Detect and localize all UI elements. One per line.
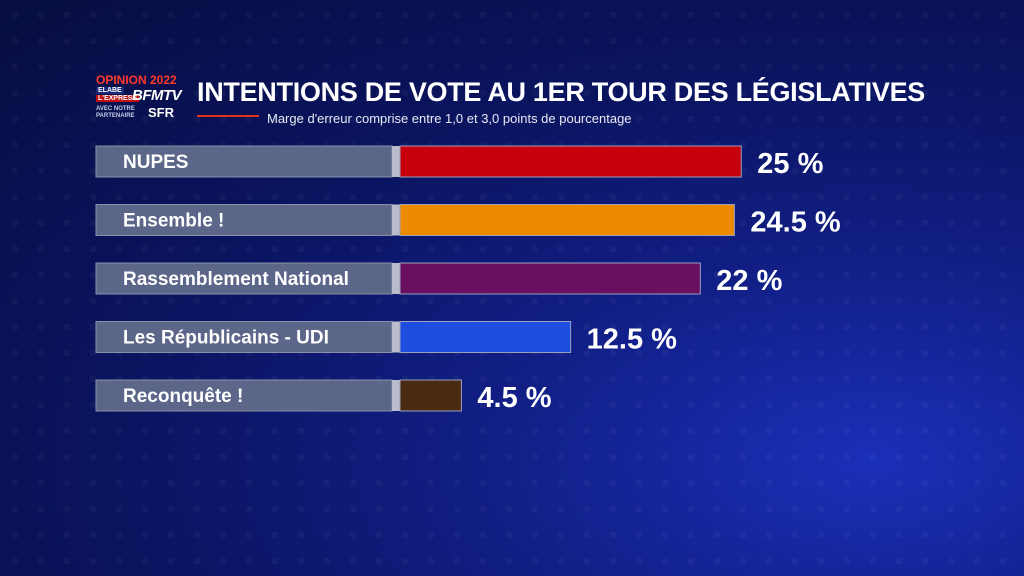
category-label-box [95,321,393,353]
category-label: Reconquête ! [123,386,243,407]
category-label: Ensemble ! [123,211,224,232]
category-label-box [95,204,393,236]
bar-separator [392,263,400,294]
bar-ensemble [399,204,735,236]
category-label: NUPES [123,152,188,173]
bar-separator [392,204,400,236]
logo-elabe-text: ELABE [96,87,124,94]
value-label: 22 % [716,265,782,297]
logo-express-text: L'EXPRESS [96,95,140,102]
value-label: 12.5 % [587,324,677,356]
bar-separator [392,321,400,353]
bar-row-ensemble: Ensemble ! 24.5 % [95,204,841,239]
category-label: Rassemblement National [123,269,349,290]
category-label-box [95,262,393,295]
category-label-box [95,379,393,412]
title-underline [197,115,259,117]
category-label-box [95,145,393,178]
chart-title: INTENTIONS DE VOTE AU 1ER TOUR DES LÉGIS… [197,77,925,107]
logo-sfr-text: SFR [148,105,174,120]
bar-rassemblement-national [399,262,701,295]
bar-separator [392,146,400,177]
bar-reconquete [399,379,462,412]
bar-row-les-republicains-udi: Les Républicains - UDI 12.5 % [95,321,677,356]
logo-opinion-text: OPINION 2022 [96,73,177,87]
value-label: 4.5 % [477,382,551,414]
category-label: Les Républicains - UDI [123,328,329,349]
bar-separator [392,380,400,411]
logo-bfmtv-text: BFMTV [132,87,182,104]
bar-les-republicains-udi [399,321,572,353]
logo-partner-text: AVEC NOTRE PARTENAIRE [96,106,135,119]
broadcaster-logo: OPINION 2022 ELABE L'EXPRESS BFMTV AVEC … [94,73,190,123]
bar-row-rassemblement-national: Rassemblement National 22 % [95,262,783,297]
bar-row-reconquete: Reconquête ! 4.5 % [95,379,552,414]
bar-nupes [399,145,742,178]
chart-header: OPINION 2022 ELABE L'EXPRESS BFMTV AVEC … [94,73,994,133]
value-label: 25 % [757,148,823,180]
chart-subtitle: Marge d'erreur comprise entre 1,0 et 3,0… [267,111,632,126]
bar-row-nupes: NUPES 25 % [95,145,824,180]
value-label: 24.5 % [750,207,840,239]
